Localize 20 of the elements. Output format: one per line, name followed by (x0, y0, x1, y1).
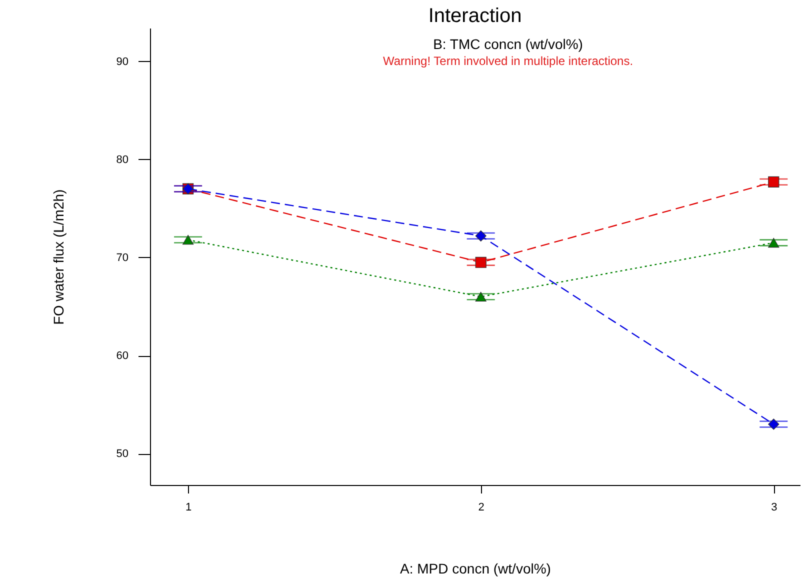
text: B: TMC concn (wt/vol%) (433, 36, 583, 52)
y-tick-label: 60 (116, 350, 128, 362)
x-tick-label: 3 (771, 502, 778, 514)
point (768, 176, 780, 188)
chart-title: Interaction (428, 5, 522, 27)
y-tick-label: 70 (116, 252, 128, 264)
annotation: Warning! Term involved in multiple interactions. (382, 54, 634, 68)
x-axis-title: A: MPD concn (wt/vol%) (400, 560, 551, 576)
point (475, 292, 486, 302)
point (182, 234, 194, 245)
point (475, 230, 486, 242)
y-tick-label: 80 (116, 154, 128, 166)
y-tick-label: 90 (116, 56, 128, 68)
point (768, 418, 780, 430)
point (768, 238, 780, 248)
point (475, 256, 486, 268)
y-tick-label: 50 (116, 448, 128, 460)
x-tick-label: 1 (186, 502, 192, 514)
y-axis-title: FO water flux (L/m2h) (50, 189, 66, 325)
x-tick-label: 2 (478, 502, 484, 514)
